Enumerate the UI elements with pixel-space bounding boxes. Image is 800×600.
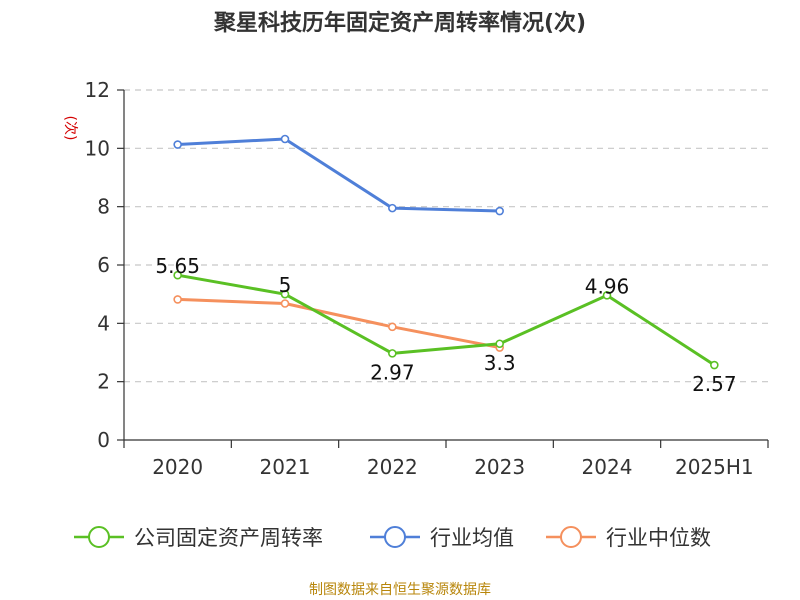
source-note: 制图数据来自恒生聚源数据库	[309, 582, 491, 598]
x-tick-label: 2025H1	[675, 455, 754, 479]
data-point	[173, 295, 182, 304]
legend: 公司固定资产周转率 行业均值 行业中位数	[74, 526, 711, 550]
grid-layer	[124, 89, 768, 383]
legend-marker	[560, 526, 582, 548]
data-label-layer: 5.65 5 2.97 3.3 4.96 2.57	[155, 254, 736, 396]
x-tick-label: 2023	[474, 455, 525, 479]
y-tick-label: 2	[97, 370, 110, 394]
legend-label: 行业中位数	[606, 526, 711, 550]
y-tick-label: 0	[97, 428, 110, 452]
x-tick-label: 2022	[367, 455, 418, 479]
data-point	[280, 134, 290, 144]
x-tick-label: 2021	[260, 455, 311, 479]
data-label: 2.57	[692, 372, 737, 396]
data-point	[388, 322, 397, 332]
data-label: 4.96	[585, 274, 630, 298]
series-line	[177, 137, 500, 213]
data-label: 5.65	[155, 254, 200, 278]
y-tick-label: 8	[97, 195, 110, 219]
data-label: 3.3	[484, 351, 516, 375]
y-axis-label: (次)	[62, 116, 78, 141]
data-point	[710, 360, 719, 370]
data-label: 2.97	[370, 360, 415, 384]
data-point	[388, 203, 397, 213]
y-tick-label: 10	[85, 136, 110, 160]
x-tick-label: 2024	[582, 455, 633, 479]
data-point	[495, 206, 504, 216]
series-layer	[173, 134, 719, 370]
data-point	[602, 291, 612, 300]
axis-layer: 0 2 4 6 8 10 12 2020 2021 2022 2023 2024 2025H1	[85, 78, 769, 479]
series-line	[177, 273, 716, 367]
legend-marker	[88, 526, 110, 548]
x-tick-label: 2020	[152, 455, 203, 479]
data-point	[280, 289, 290, 299]
data-point	[173, 270, 182, 280]
data-point	[280, 299, 290, 308]
legend-marker	[384, 526, 406, 548]
data-point	[173, 140, 182, 149]
chart-title: 聚星科技历年固定资产周转率情况(次)	[213, 10, 586, 36]
data-label: 5	[279, 273, 292, 297]
series-line	[177, 297, 500, 350]
data-point	[388, 349, 397, 358]
y-tick-label: 6	[97, 253, 110, 277]
legend-label: 行业均值	[430, 526, 514, 550]
y-tick-label: 12	[85, 78, 110, 102]
legend-label: 公司固定资产周转率	[134, 526, 323, 550]
data-point	[495, 339, 504, 349]
y-tick-label: 4	[97, 311, 110, 335]
